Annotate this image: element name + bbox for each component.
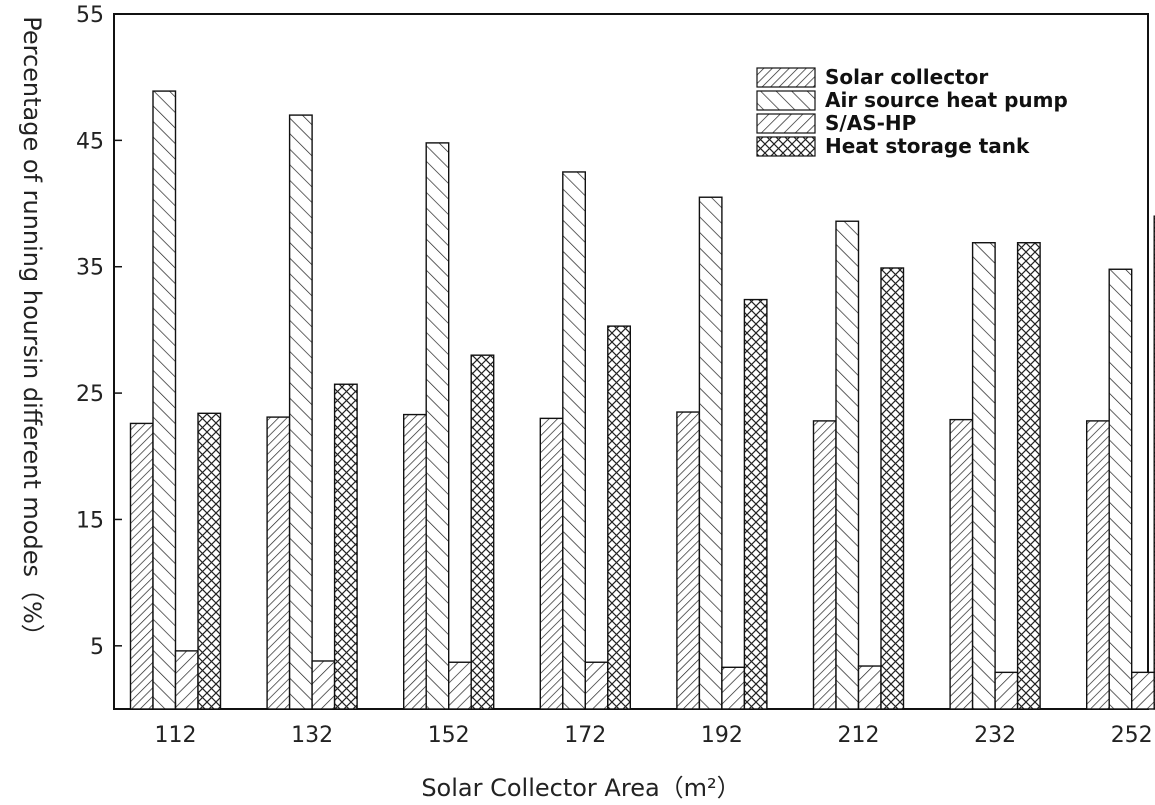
bar-s-as-hp-132 — [311, 660, 336, 710]
y-axis: 5 15 25 35 45 55 — [76, 3, 122, 660]
x-tick-label: 192 — [701, 723, 743, 748]
legend-swatch-heat-storage-tank — [756, 136, 816, 157]
bar-air-source-heat-pump-232 — [971, 242, 996, 710]
legend-label: S/AS-HP — [825, 111, 916, 135]
bar-heat-storage-tank-152 — [470, 354, 495, 710]
bar-solar-collector-172 — [539, 417, 564, 710]
bar-heat-storage-tank-112 — [197, 412, 222, 710]
bar-s-as-hp-232 — [994, 671, 1019, 710]
y-tick-label: 45 — [76, 129, 104, 154]
y-tick-label: 25 — [76, 382, 104, 407]
x-tick-label: 152 — [428, 723, 470, 748]
bar-air-source-heat-pump-192 — [698, 196, 723, 710]
x-axis: 112 132 152 172 192 212 232 252 — [155, 703, 1153, 748]
legend-swatch-air-source-heat-pump — [756, 90, 816, 111]
bar-heat-storage-tank-132 — [333, 383, 358, 710]
bar-heat-storage-tank-212 — [880, 267, 905, 710]
bar-solar-collector-192 — [676, 411, 701, 710]
bar-s-as-hp-112 — [174, 650, 199, 710]
bar-solar-collector-112 — [129, 422, 154, 710]
bar-air-source-heat-pump-212 — [835, 220, 860, 710]
x-tick-label: 112 — [155, 723, 197, 748]
x-tick-label: 232 — [974, 723, 1016, 748]
bar-solar-collector-252 — [1085, 420, 1110, 710]
legend-label: Heat storage tank — [825, 134, 1030, 158]
y-tick-label: 35 — [76, 256, 104, 281]
y-tick-label: 55 — [76, 3, 104, 28]
bar-s-as-hp-212 — [857, 665, 882, 710]
y-tick-label: 5 — [90, 635, 104, 660]
bar-s-as-hp-192 — [721, 666, 746, 710]
bar-air-source-heat-pump-252 — [1108, 268, 1133, 710]
bar-solar-collector-132 — [266, 416, 291, 710]
x-tick-label: 172 — [564, 723, 606, 748]
bar-solar-collector-232 — [949, 418, 974, 710]
x-tick-label: 132 — [291, 723, 333, 748]
x-tick-label: 252 — [1111, 723, 1153, 748]
bars-group — [129, 90, 1155, 710]
y-axis-title: Percentage of running hoursin different … — [18, 16, 46, 648]
bar-s-as-hp-252 — [1130, 671, 1155, 710]
bar-air-source-heat-pump-172 — [562, 171, 586, 710]
bar-s-as-hp-152 — [448, 661, 472, 710]
bar-heat-storage-tank-172 — [607, 325, 631, 710]
bar-heat-storage-tank-232 — [1016, 242, 1041, 710]
bar-air-source-heat-pump-112 — [152, 90, 177, 710]
bar-heat-storage-tank-192 — [743, 298, 768, 710]
bar-air-source-heat-pump-132 — [288, 114, 313, 710]
x-tick-label: 212 — [838, 723, 880, 748]
y-tick-label: 15 — [76, 508, 104, 533]
legend-label: Solar collector — [825, 65, 988, 89]
bar-air-source-heat-pump-152 — [425, 142, 450, 710]
legend-label: Air source heat pump — [825, 88, 1068, 112]
legend-swatch-s-as-hp — [756, 113, 816, 134]
legend-swatch-solar-collector — [756, 67, 816, 88]
bar-s-as-hp-172 — [584, 661, 609, 710]
x-axis-title: Solar Collector Area（m²） — [421, 774, 740, 802]
bar-solar-collector-212 — [812, 420, 837, 710]
bar-solar-collector-152 — [403, 413, 427, 710]
plot-area-border — [113, 13, 1149, 710]
plot-frame — [113, 13, 1149, 710]
